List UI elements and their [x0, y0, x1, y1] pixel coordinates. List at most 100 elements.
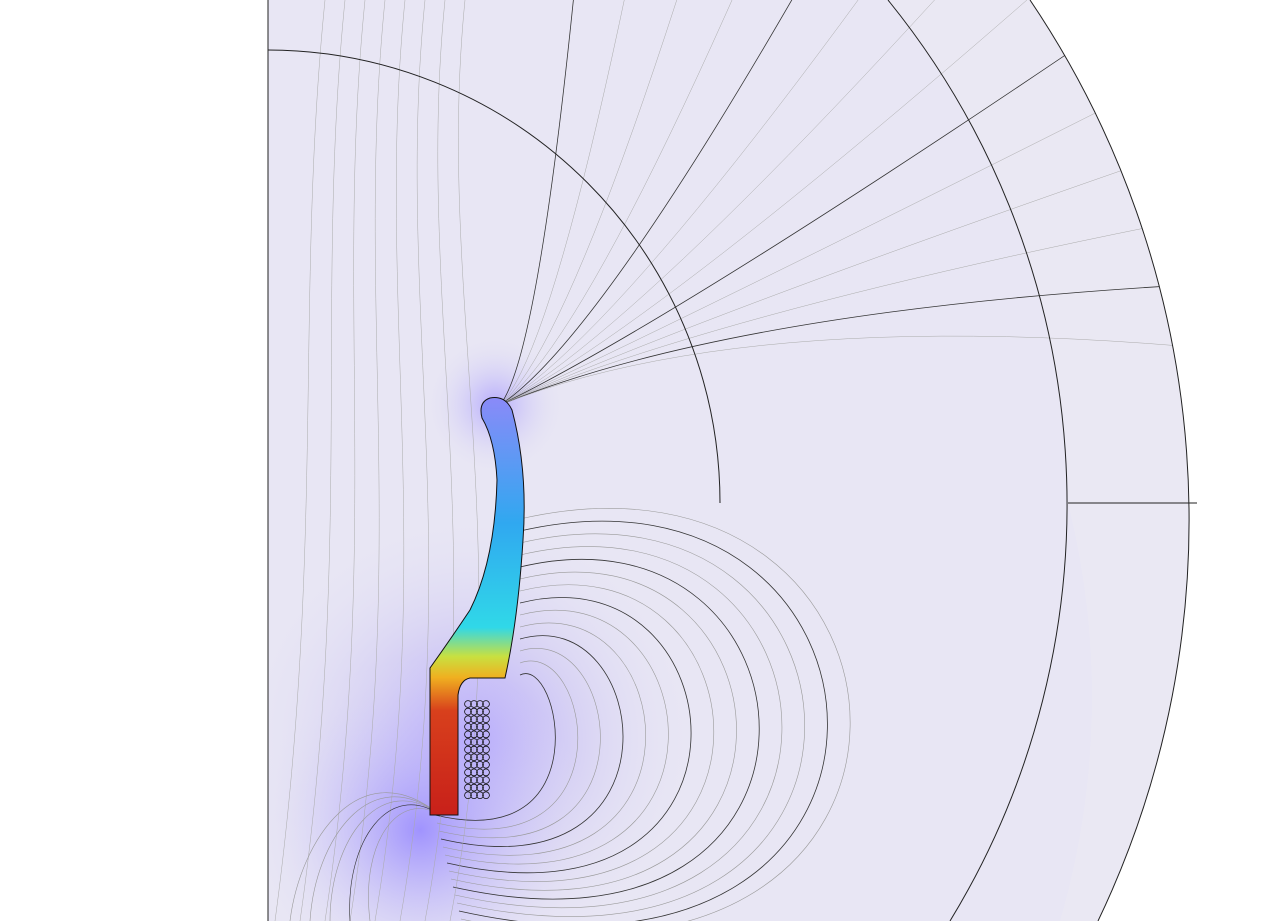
field-line — [399, 0, 429, 921]
coil-wire — [464, 722, 472, 731]
coil-wire — [476, 791, 484, 799]
field-line — [460, 508, 851, 921]
coil-wire — [476, 753, 484, 761]
coil-wire — [464, 760, 472, 769]
coil-wire — [470, 700, 478, 708]
field-line — [299, 0, 346, 921]
field-line — [374, 0, 406, 921]
middle-arc — [887, 0, 1068, 921]
field-line — [349, 0, 386, 921]
coil-wire — [470, 730, 478, 739]
field-line — [499, 0, 1190, 406]
field-line — [499, 0, 835, 406]
coil-wire — [482, 768, 490, 777]
field-line — [499, 0, 1190, 406]
coil-wire — [482, 722, 490, 731]
field-line — [499, 0, 621, 406]
field-line — [274, 0, 326, 921]
coil-wire — [476, 760, 484, 769]
coil-wire — [470, 745, 478, 754]
coil-wire — [476, 715, 484, 723]
coil-wire — [470, 715, 478, 723]
coil-wire — [476, 738, 484, 746]
coil-wire — [470, 722, 478, 731]
field-line — [440, 635, 624, 847]
field-line — [450, 571, 737, 891]
field-line — [446, 597, 692, 874]
field-line — [368, 808, 441, 921]
coil-wire — [464, 707, 472, 716]
coil-wire — [476, 707, 484, 716]
field-line — [329, 800, 441, 921]
coil-wire — [464, 791, 472, 799]
pole-piece — [429, 397, 525, 816]
coil-wire — [464, 768, 472, 777]
coil-wire — [482, 707, 490, 716]
field-line — [448, 584, 715, 882]
field-line — [444, 609, 669, 865]
field-line — [349, 804, 441, 921]
outer-arc — [1029, 0, 1190, 921]
field-line — [436, 660, 578, 830]
coil-wire — [470, 776, 478, 784]
coil-wire — [476, 768, 484, 777]
coil-wire — [476, 722, 484, 731]
coil-wire — [464, 730, 472, 739]
field-line — [499, 167, 1190, 406]
field-line — [434, 673, 556, 821]
field-line — [456, 533, 805, 917]
coil-wire — [464, 738, 472, 746]
field-lines — [274, 0, 1190, 921]
field-line — [499, 274, 1190, 406]
coil-wire — [476, 730, 484, 739]
field-line — [499, 0, 1190, 406]
coil-wire — [470, 753, 478, 761]
coil-wire — [464, 700, 472, 708]
coil-wire — [464, 776, 472, 784]
coil-wire — [470, 768, 478, 777]
infinite-element-region — [888, 0, 1190, 921]
field-line — [309, 796, 441, 921]
coil-wire — [464, 753, 472, 761]
domain — [268, 0, 1190, 921]
coil-wire — [470, 760, 478, 769]
field-line — [499, 335, 1190, 406]
coil-wire — [482, 730, 490, 739]
field-line — [499, 0, 1190, 406]
field-line — [289, 792, 441, 921]
coil-wire — [482, 776, 490, 784]
field-line — [499, 0, 1033, 406]
coil-wire — [482, 783, 490, 792]
coil-wire — [470, 791, 478, 799]
coil-wire — [482, 753, 490, 761]
coil-wire — [464, 745, 472, 754]
coil-wire — [470, 707, 478, 716]
field-line — [324, 0, 366, 921]
coil-wire — [464, 715, 472, 723]
coil-wire — [482, 700, 490, 708]
coil-wire — [482, 738, 490, 746]
coil — [464, 700, 490, 799]
field-line — [458, 520, 828, 921]
inner-arc — [267, 49, 721, 504]
coil-wire — [482, 791, 490, 799]
field-line — [449, 0, 480, 921]
coil-wire — [470, 738, 478, 746]
field-line — [454, 546, 783, 909]
coil-wire — [476, 776, 484, 784]
coil-wire — [476, 745, 484, 754]
coil-wire — [464, 783, 472, 792]
coil-wire — [470, 783, 478, 792]
coil-wire — [476, 700, 484, 708]
coil-wire — [482, 715, 490, 723]
coil-wire — [482, 760, 490, 769]
field-line — [499, 61, 1190, 406]
geometry-boundaries — [267, 0, 1197, 921]
field-line — [499, 0, 936, 406]
field-line — [499, 0, 1122, 406]
field-line — [442, 622, 646, 856]
coil-wire — [476, 783, 484, 792]
field-line — [452, 559, 760, 900]
